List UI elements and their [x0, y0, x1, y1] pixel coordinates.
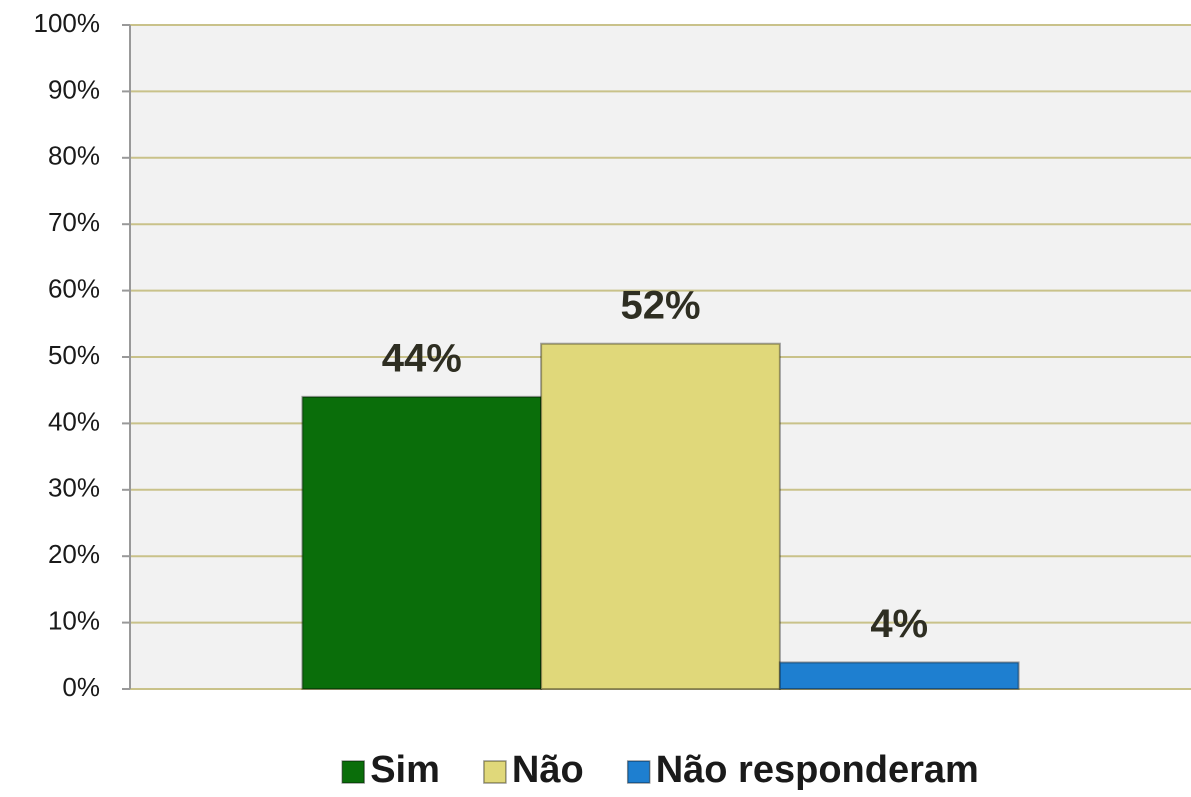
bar [778, 661, 1020, 691]
legend-label: Não [512, 749, 584, 791]
y-tick-label: 90% [48, 74, 100, 104]
y-tick-label: 70% [48, 207, 100, 237]
y-tick-label: 30% [48, 473, 100, 503]
y-tick-label: 100% [34, 8, 101, 38]
y-tick-label: 50% [48, 340, 100, 370]
legend-label: Não responderam [656, 749, 979, 791]
y-tick-label: 40% [48, 406, 100, 436]
legend-swatch [483, 760, 507, 784]
legend-label: Sim [370, 749, 440, 791]
bar [540, 342, 781, 690]
legend-swatch [341, 760, 365, 784]
y-tick-label: 0% [62, 672, 100, 702]
data-label: 4% [870, 602, 928, 646]
data-label: 52% [620, 283, 700, 327]
y-tick-label: 80% [48, 141, 100, 171]
y-tick-label: 60% [48, 273, 100, 303]
bar [301, 395, 543, 690]
data-label: 44% [382, 336, 462, 380]
y-tick-label: 10% [48, 605, 100, 635]
legend-swatch [626, 760, 651, 784]
y-tick-label: 20% [48, 539, 100, 569]
